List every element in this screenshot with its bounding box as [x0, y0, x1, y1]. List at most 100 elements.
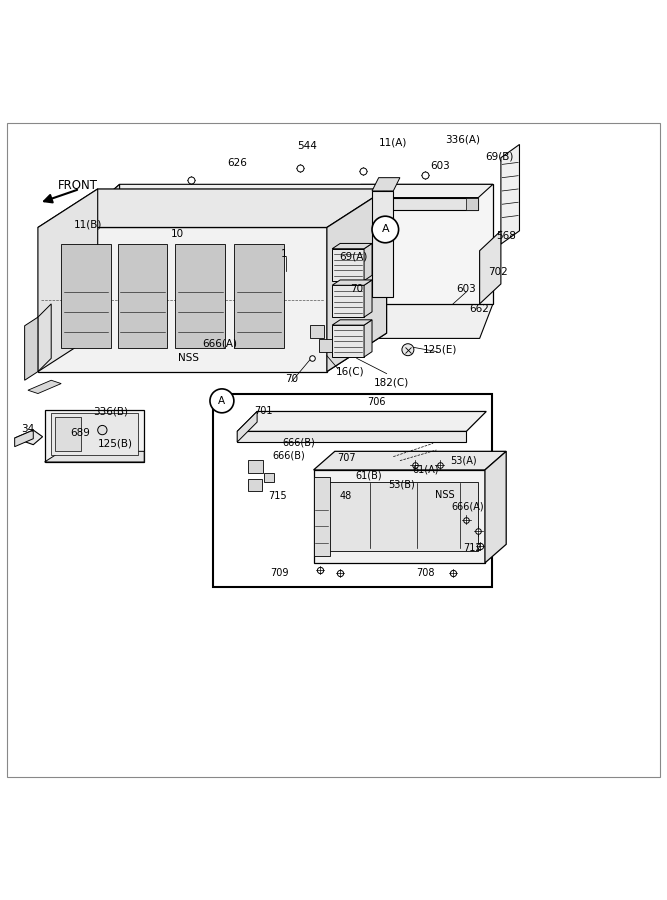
Text: 69(A): 69(A) — [340, 251, 368, 261]
Polygon shape — [38, 333, 387, 372]
Text: 666(A): 666(A) — [201, 338, 237, 348]
Polygon shape — [466, 198, 478, 210]
Text: 709: 709 — [269, 568, 288, 578]
Text: 336(B): 336(B) — [93, 407, 129, 417]
Text: 61(A): 61(A) — [412, 465, 438, 475]
Text: 603: 603 — [430, 161, 450, 171]
Bar — [213, 393, 492, 588]
Polygon shape — [360, 184, 493, 304]
Polygon shape — [38, 228, 327, 372]
Polygon shape — [181, 199, 201, 208]
Polygon shape — [15, 430, 43, 445]
Text: 48: 48 — [340, 491, 352, 501]
Polygon shape — [372, 177, 400, 191]
Polygon shape — [151, 199, 171, 208]
Polygon shape — [319, 339, 332, 353]
Polygon shape — [55, 417, 81, 451]
Polygon shape — [249, 460, 263, 473]
Polygon shape — [15, 430, 33, 446]
Text: 61(B): 61(B) — [356, 470, 382, 481]
Polygon shape — [332, 280, 372, 285]
Polygon shape — [237, 411, 486, 431]
Polygon shape — [253, 199, 273, 208]
Text: A: A — [382, 224, 389, 235]
Circle shape — [97, 426, 107, 435]
Polygon shape — [237, 431, 466, 442]
Polygon shape — [38, 304, 51, 372]
Polygon shape — [372, 191, 394, 297]
Polygon shape — [117, 244, 167, 348]
Polygon shape — [287, 199, 307, 208]
Text: 544: 544 — [297, 140, 317, 151]
Polygon shape — [175, 244, 225, 348]
Polygon shape — [332, 325, 364, 357]
Polygon shape — [501, 145, 520, 244]
Text: 70: 70 — [285, 374, 298, 384]
Text: 662: 662 — [470, 304, 490, 314]
Polygon shape — [28, 381, 61, 393]
Polygon shape — [104, 184, 493, 198]
Polygon shape — [364, 243, 372, 281]
Text: 666(A): 666(A) — [452, 501, 484, 511]
Polygon shape — [364, 320, 372, 357]
Polygon shape — [313, 451, 506, 470]
Polygon shape — [332, 285, 364, 317]
Text: 626: 626 — [227, 158, 247, 168]
Text: NSS: NSS — [178, 354, 199, 364]
Polygon shape — [38, 189, 97, 372]
Polygon shape — [25, 317, 38, 381]
Text: 125(B): 125(B) — [98, 438, 133, 448]
Polygon shape — [323, 482, 478, 551]
Text: 53(A): 53(A) — [450, 455, 476, 465]
Polygon shape — [485, 451, 506, 562]
Text: 689: 689 — [70, 428, 89, 438]
Text: 1: 1 — [280, 249, 287, 259]
Text: A: A — [218, 396, 225, 406]
Polygon shape — [45, 451, 144, 462]
Text: 10: 10 — [171, 230, 184, 239]
Polygon shape — [263, 472, 273, 482]
Text: 16(C): 16(C) — [336, 366, 364, 376]
Polygon shape — [332, 243, 372, 248]
Text: 568: 568 — [496, 231, 516, 241]
Text: 603: 603 — [456, 284, 476, 294]
Text: 182(C): 182(C) — [374, 377, 409, 387]
Text: 706: 706 — [368, 397, 386, 407]
Text: 336(A): 336(A) — [446, 134, 480, 144]
Text: 125(E): 125(E) — [423, 344, 457, 354]
Polygon shape — [480, 230, 501, 304]
Text: 53(B): 53(B) — [388, 480, 415, 490]
Polygon shape — [313, 477, 330, 556]
Text: 707: 707 — [338, 453, 356, 463]
Polygon shape — [332, 248, 364, 281]
Text: 702: 702 — [488, 267, 508, 277]
Text: 666(B): 666(B) — [283, 437, 315, 447]
Circle shape — [210, 389, 234, 413]
Polygon shape — [332, 320, 372, 325]
Polygon shape — [360, 304, 493, 338]
Text: 712: 712 — [464, 544, 482, 554]
Polygon shape — [38, 189, 387, 228]
Polygon shape — [104, 184, 119, 210]
Text: 666(B): 666(B) — [273, 450, 305, 460]
Text: 34: 34 — [21, 424, 35, 434]
Text: 708: 708 — [416, 568, 434, 578]
Circle shape — [402, 344, 414, 356]
Text: 70: 70 — [350, 284, 364, 294]
Text: 11(A): 11(A) — [379, 138, 408, 148]
Polygon shape — [364, 280, 372, 317]
Polygon shape — [234, 244, 283, 348]
Circle shape — [372, 216, 399, 243]
Polygon shape — [61, 244, 111, 348]
Polygon shape — [237, 411, 257, 442]
Text: 715: 715 — [267, 491, 286, 501]
Polygon shape — [51, 413, 137, 454]
Polygon shape — [211, 199, 231, 208]
Text: FRONT: FRONT — [58, 179, 98, 192]
Polygon shape — [104, 198, 478, 210]
Polygon shape — [313, 470, 485, 562]
Text: 69(B): 69(B) — [486, 151, 514, 161]
Polygon shape — [45, 410, 144, 462]
Polygon shape — [327, 189, 387, 372]
Text: NSS: NSS — [436, 491, 455, 500]
